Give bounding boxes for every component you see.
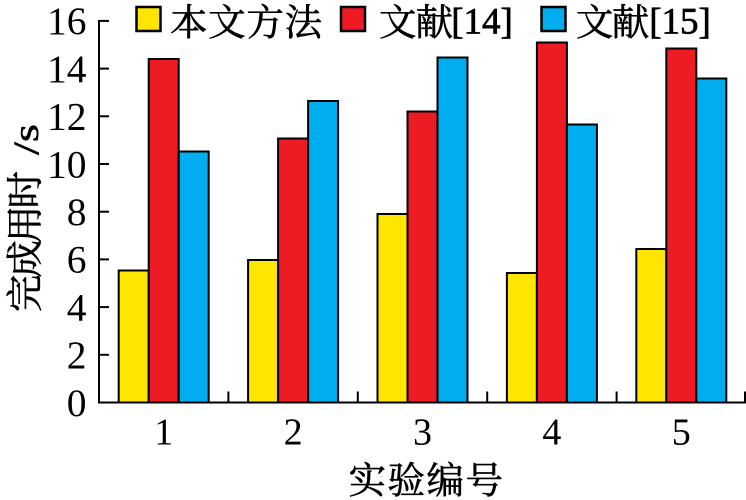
svg-text:4: 4: [542, 412, 561, 454]
svg-text:/s: /s: [6, 124, 46, 155]
svg-text:12: 12: [47, 95, 87, 139]
svg-text:1: 1: [154, 412, 173, 454]
svg-text:[14]: [14]: [451, 2, 513, 43]
svg-text:[15]: [15]: [649, 2, 711, 43]
svg-text:8: 8: [67, 190, 87, 234]
svg-text:6: 6: [67, 238, 87, 282]
svg-text:2: 2: [284, 412, 303, 454]
svg-text:4: 4: [67, 285, 87, 329]
svg-text:16: 16: [47, 0, 87, 43]
svg-text:2: 2: [67, 333, 87, 377]
svg-text:0: 0: [67, 381, 87, 425]
svg-text:3: 3: [413, 412, 432, 454]
svg-text:14: 14: [47, 47, 87, 91]
svg-text:10: 10: [47, 142, 87, 186]
svg-text:5: 5: [672, 412, 691, 454]
